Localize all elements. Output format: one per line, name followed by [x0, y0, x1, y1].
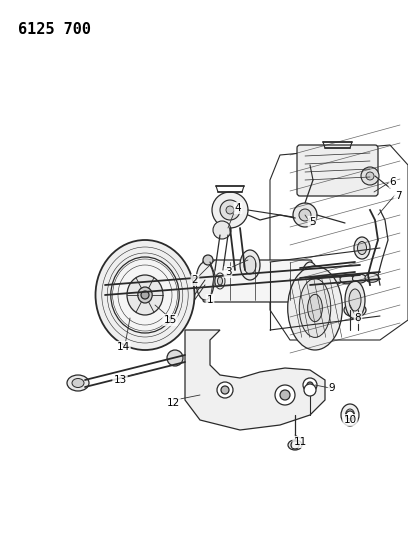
- Text: 13: 13: [113, 375, 126, 385]
- Circle shape: [167, 350, 183, 366]
- Text: 4: 4: [235, 203, 241, 213]
- Circle shape: [275, 385, 295, 405]
- Circle shape: [307, 382, 313, 388]
- Ellipse shape: [344, 303, 366, 317]
- Text: 6125 700: 6125 700: [18, 22, 91, 37]
- Circle shape: [361, 167, 379, 185]
- Circle shape: [293, 203, 317, 227]
- Circle shape: [299, 209, 311, 221]
- Circle shape: [366, 172, 374, 180]
- Polygon shape: [185, 330, 325, 430]
- Ellipse shape: [111, 257, 179, 333]
- FancyBboxPatch shape: [297, 145, 378, 196]
- Circle shape: [141, 291, 149, 299]
- Text: 6: 6: [390, 177, 396, 187]
- Circle shape: [304, 384, 316, 396]
- Ellipse shape: [127, 275, 163, 315]
- Ellipse shape: [341, 404, 359, 426]
- Ellipse shape: [349, 306, 361, 314]
- Ellipse shape: [72, 378, 84, 387]
- Ellipse shape: [353, 274, 366, 283]
- Ellipse shape: [365, 273, 379, 282]
- Ellipse shape: [308, 294, 322, 321]
- Ellipse shape: [288, 266, 342, 350]
- Ellipse shape: [67, 375, 89, 391]
- Text: 15: 15: [163, 315, 177, 325]
- Ellipse shape: [240, 250, 260, 280]
- Circle shape: [220, 200, 240, 220]
- FancyBboxPatch shape: [203, 260, 312, 302]
- Ellipse shape: [244, 256, 256, 274]
- Text: 9: 9: [329, 383, 335, 393]
- Circle shape: [221, 386, 229, 394]
- Ellipse shape: [95, 240, 195, 350]
- Ellipse shape: [346, 409, 355, 421]
- Text: 7: 7: [395, 191, 401, 201]
- Ellipse shape: [301, 262, 319, 300]
- Circle shape: [280, 390, 290, 400]
- Circle shape: [226, 206, 234, 214]
- Ellipse shape: [217, 277, 222, 285]
- Circle shape: [213, 221, 231, 239]
- Text: 5: 5: [309, 217, 315, 227]
- Text: 11: 11: [293, 437, 307, 447]
- Text: 1: 1: [207, 295, 213, 305]
- Text: 3: 3: [225, 267, 231, 277]
- Ellipse shape: [357, 241, 366, 254]
- Ellipse shape: [215, 273, 225, 289]
- Ellipse shape: [138, 287, 152, 303]
- Text: 2: 2: [192, 275, 198, 285]
- Ellipse shape: [288, 440, 302, 450]
- Text: 14: 14: [116, 342, 130, 352]
- Ellipse shape: [349, 289, 361, 311]
- Circle shape: [303, 378, 317, 392]
- Text: 8: 8: [355, 313, 361, 323]
- Ellipse shape: [354, 237, 370, 259]
- Ellipse shape: [328, 276, 341, 285]
- Ellipse shape: [340, 275, 354, 284]
- Circle shape: [291, 441, 299, 449]
- Ellipse shape: [345, 281, 365, 319]
- Circle shape: [212, 192, 248, 228]
- Circle shape: [346, 411, 354, 419]
- Ellipse shape: [196, 262, 214, 300]
- Text: 12: 12: [166, 398, 180, 408]
- Ellipse shape: [299, 279, 331, 337]
- Circle shape: [203, 255, 213, 265]
- Text: 10: 10: [344, 415, 357, 425]
- Circle shape: [217, 382, 233, 398]
- Ellipse shape: [315, 277, 329, 286]
